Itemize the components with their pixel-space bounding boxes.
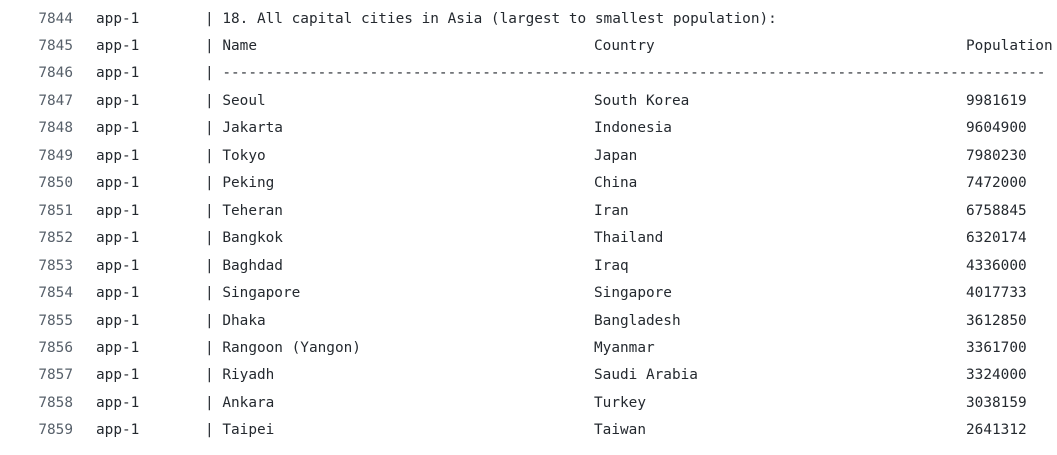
source: app-1 — [96, 422, 140, 439]
log-text: | Ankara — [205, 394, 275, 411]
log-line: 7857 app-1 | Riyadh Saudi Arabia 3324000 — [0, 362, 1057, 389]
log-line: 7848 app-1 | Jakarta Indonesia 9604900 — [0, 115, 1057, 142]
line-number: 7852 — [38, 230, 73, 247]
log-text: | Peking — [205, 175, 275, 192]
line-number: 7853 — [38, 257, 73, 274]
log-line: 7854 app-1 | Singapore Singapore 4017733 — [0, 280, 1057, 307]
log-text: 7980230 — [966, 147, 1027, 164]
log-text: 3612850 — [966, 312, 1027, 329]
log-text: China — [594, 175, 638, 192]
log-text: 9604900 — [966, 120, 1027, 137]
log-line: 7851 app-1 | Teheran Iran 6758845 — [0, 198, 1057, 225]
log-text: | Singapore — [205, 285, 301, 302]
log-text: 4017733 — [966, 285, 1027, 302]
log-line: 7844 app-1 | 18. All capital cities in Asi… — [0, 6, 1057, 33]
line-number: 7847 — [38, 92, 73, 109]
source: app-1 — [96, 65, 140, 82]
log-text: 3324000 — [966, 367, 1027, 384]
log-text: 3361700 — [966, 340, 1027, 357]
source: app-1 — [96, 257, 140, 274]
source: app-1 — [96, 10, 140, 27]
source: app-1 — [96, 394, 140, 411]
source: app-1 — [96, 202, 140, 219]
source: app-1 — [96, 285, 140, 302]
log-line: 7853 app-1 | Baghdad Iraq 4336000 — [0, 253, 1057, 280]
line-number: 7846 — [38, 65, 73, 82]
log-text: | Riyadh — [205, 367, 275, 384]
source: app-1 — [96, 230, 140, 247]
line-number: 7857 — [38, 367, 73, 384]
line-number: 7854 — [38, 285, 73, 302]
log-text: Myanmar — [594, 340, 655, 357]
log-text: | Tokyo — [205, 147, 266, 164]
log-line: 7852 app-1 | Bangkok Thailand 6320174 — [0, 225, 1057, 252]
log-text: | Baghdad — [205, 257, 283, 274]
source: app-1 — [96, 175, 140, 192]
source: app-1 — [96, 367, 140, 384]
line-number: 7855 — [38, 312, 73, 329]
line-number: 7848 — [38, 120, 73, 137]
line-number: 7859 — [38, 422, 73, 439]
source: app-1 — [96, 312, 140, 329]
log-line: 7858 app-1 | Ankara Turkey 3038159 — [0, 390, 1057, 417]
line-number: 7850 — [38, 175, 73, 192]
log-text: 3038159 — [966, 394, 1027, 411]
log-text: Iran — [594, 202, 629, 219]
line-number: 7844 — [38, 10, 73, 27]
log-text: Taiwan — [594, 422, 646, 439]
log-text: | Jakarta — [205, 120, 283, 137]
log-text: Iraq — [594, 257, 629, 274]
line-number: 7845 — [38, 37, 73, 54]
log-text: Saudi Arabia — [594, 367, 698, 384]
log-text: | Rangoon (Yangon) — [205, 340, 361, 357]
log-text: Indonesia — [594, 120, 672, 137]
log-line: 7856 app-1 | Rangoon (Yangon) Myanmar 336170… — [0, 335, 1057, 362]
log-text: 9981619 — [966, 92, 1027, 109]
log-line: 7847 app-1 | Seoul South Korea 9981619 — [0, 88, 1057, 115]
log-text: | Name — [205, 37, 257, 54]
source: app-1 — [96, 147, 140, 164]
log-text: Country — [594, 37, 655, 54]
line-number: 7849 — [38, 147, 73, 164]
log-line: 7845 app-1 | Name Country Population — [0, 33, 1057, 60]
log-line: 7855 app-1 | Dhaka Bangladesh 3612850 — [0, 308, 1057, 335]
log-text: 4336000 — [966, 257, 1027, 274]
source: app-1 — [96, 92, 140, 109]
line-number: 7856 — [38, 340, 73, 357]
log-text: Singapore — [594, 285, 672, 302]
log-text: | 18. All capital cities in Asia (larges… — [205, 10, 777, 27]
log-text: South Korea — [594, 92, 690, 109]
source: app-1 — [96, 120, 140, 137]
log-line: 7846 app-1 | -----------------------------… — [0, 60, 1057, 87]
log-line: 7849 app-1 | Tokyo Japan 7980230 — [0, 143, 1057, 170]
line-number: 7851 — [38, 202, 73, 219]
log-text: | Seoul — [205, 92, 266, 109]
log-line: 7859 app-1 | Taipei Taiwan 2641312 — [0, 417, 1057, 444]
log-text: Japan — [594, 147, 638, 164]
log-text: Population — [966, 37, 1053, 54]
log-line: 7850 app-1 | Peking China 7472000 — [0, 170, 1057, 197]
log-text: 7472000 — [966, 175, 1027, 192]
log-text: 6320174 — [966, 230, 1027, 247]
source: app-1 — [96, 340, 140, 357]
log-text: | Dhaka — [205, 312, 266, 329]
source: app-1 — [96, 37, 140, 54]
log-text: | Teheran — [205, 202, 283, 219]
log-text: | --------------------------------------… — [205, 65, 1046, 82]
log-text: | Taipei — [205, 422, 275, 439]
log-text: 6758845 — [966, 202, 1027, 219]
log-text: Thailand — [594, 230, 664, 247]
log-text: Bangladesh — [594, 312, 681, 329]
log-text: Turkey — [594, 394, 646, 411]
log-text: | Bangkok — [205, 230, 283, 247]
log-text: 2641312 — [966, 422, 1027, 439]
line-number: 7858 — [38, 394, 73, 411]
